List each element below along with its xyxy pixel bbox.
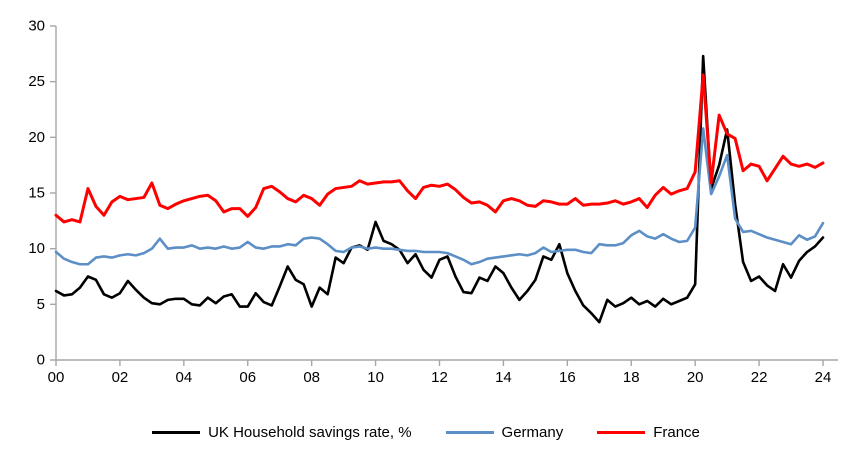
uk-line-swatch [152, 431, 201, 434]
x-tick-label: 16 [559, 369, 576, 386]
legend-label-germany: Germany [501, 424, 564, 441]
legend-label-uk: UK Household savings rate, % [208, 424, 412, 441]
series-line-germany [54, 127, 825, 266]
x-tick-label: 00 [48, 369, 65, 386]
x-tick-label: 14 [495, 369, 512, 386]
savings-rate-line-chart: 0 5 10 15 20 25 30 00 02 04 06 08 10 12 14 16 18 20 22 24 [28, 18, 838, 386]
legend-item-france: France [597, 424, 700, 441]
x-tick-label: 24 [815, 369, 832, 386]
x-tick-label: 02 [112, 369, 129, 386]
germany-line-swatch [445, 431, 494, 434]
x-tick-label: 04 [175, 369, 192, 386]
france-line-swatch [597, 431, 646, 434]
legend-item-uk: UK Household savings rate, % [152, 424, 412, 441]
x-tick-label: 08 [303, 369, 320, 386]
x-tick-label: 12 [431, 369, 448, 386]
y-tick-label: 0 [37, 352, 45, 369]
y-tick-label: 25 [28, 73, 45, 90]
x-tick-label: 22 [751, 369, 768, 386]
y-tick-label: 15 [28, 185, 45, 202]
x-tick-label: 20 [687, 369, 704, 386]
chart-legend: UK Household savings rate, % Germany Fra… [0, 424, 852, 441]
x-tick-label: 18 [623, 369, 640, 386]
x-tick-label: 06 [239, 369, 256, 386]
y-tick-label: 5 [37, 296, 45, 313]
series-line-uk-household-savings-rate [54, 54, 825, 324]
legend-item-germany: Germany [445, 424, 564, 441]
x-tick-label: 10 [367, 369, 384, 386]
y-tick-label: 10 [28, 240, 45, 257]
legend-label-france: France [653, 424, 700, 441]
y-tick-label: 30 [28, 18, 45, 35]
series-line-france [54, 73, 825, 224]
y-tick-label: 20 [28, 129, 45, 146]
